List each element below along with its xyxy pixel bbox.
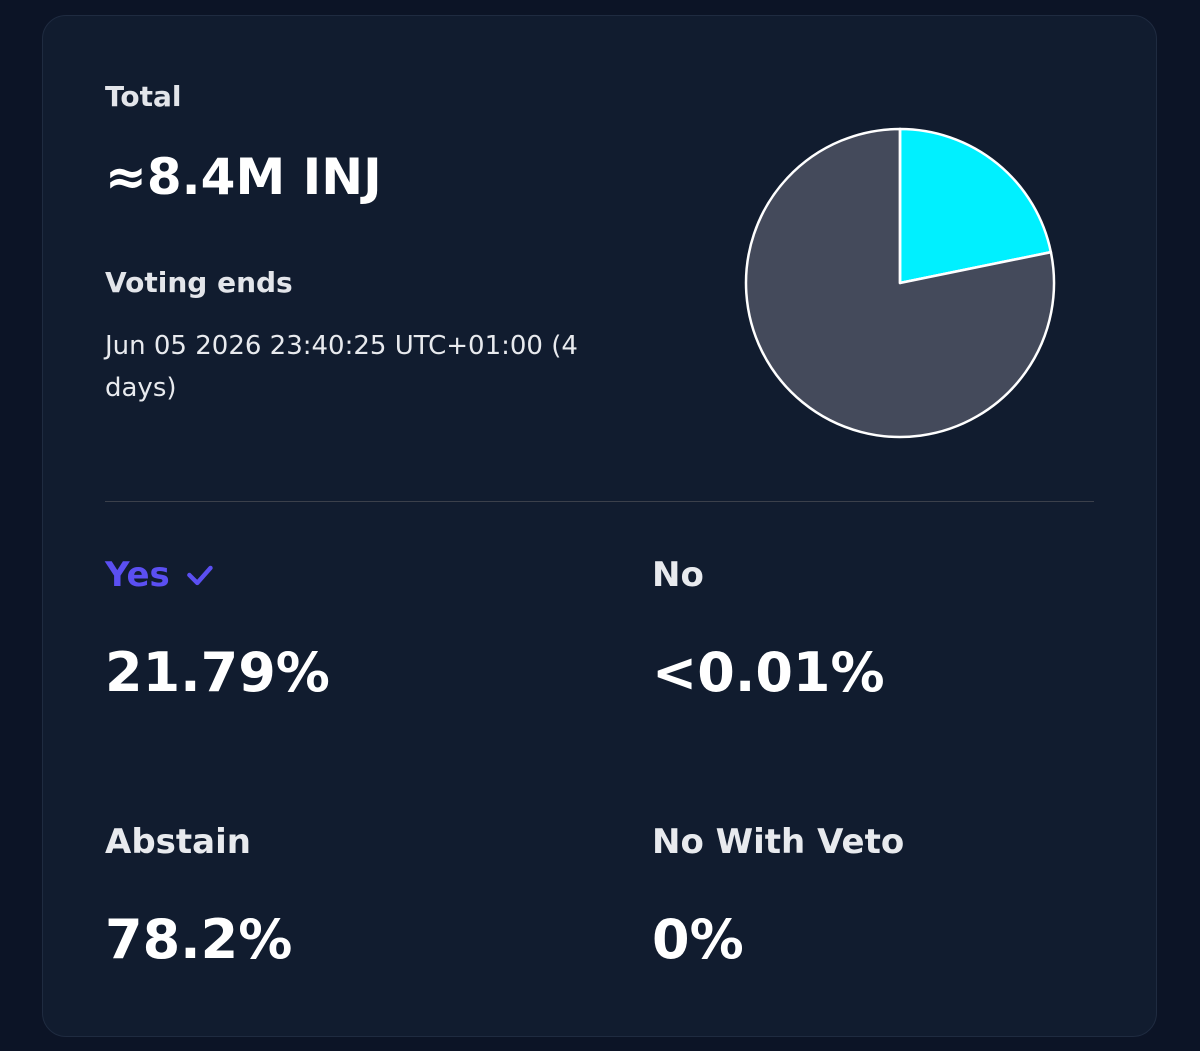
option-percent: 21.79% bbox=[105, 641, 330, 704]
pie-slice bbox=[898, 127, 1053, 285]
vote-option: No <0.01% bbox=[652, 555, 1152, 704]
pie-chart bbox=[744, 127, 1056, 439]
pie-slice bbox=[744, 127, 1056, 439]
total-label: Total bbox=[105, 80, 182, 113]
option-percent: <0.01% bbox=[652, 641, 885, 704]
option-name: No With Veto bbox=[652, 822, 905, 862]
option-name: Yes bbox=[105, 555, 170, 595]
divider bbox=[105, 501, 1094, 502]
total-amount: ≈8.4M INJ bbox=[105, 148, 382, 206]
voting-ends-date: Jun 05 2026 23:40:25 UTC+01:00 (4 days) bbox=[105, 331, 578, 403]
vote-option: Abstain 78.2% bbox=[105, 822, 605, 971]
check-icon bbox=[186, 565, 213, 586]
voting-ends-label: Voting ends bbox=[105, 266, 293, 299]
vote-option: Yes 21.79% bbox=[105, 555, 605, 704]
vote-option: No With Veto 0% bbox=[652, 822, 1152, 971]
option-percent: 0% bbox=[652, 908, 744, 971]
option-name: No bbox=[652, 555, 704, 595]
check-mark bbox=[186, 565, 213, 586]
option-percent: 78.2% bbox=[105, 908, 293, 971]
option-name: Abstain bbox=[105, 822, 251, 862]
